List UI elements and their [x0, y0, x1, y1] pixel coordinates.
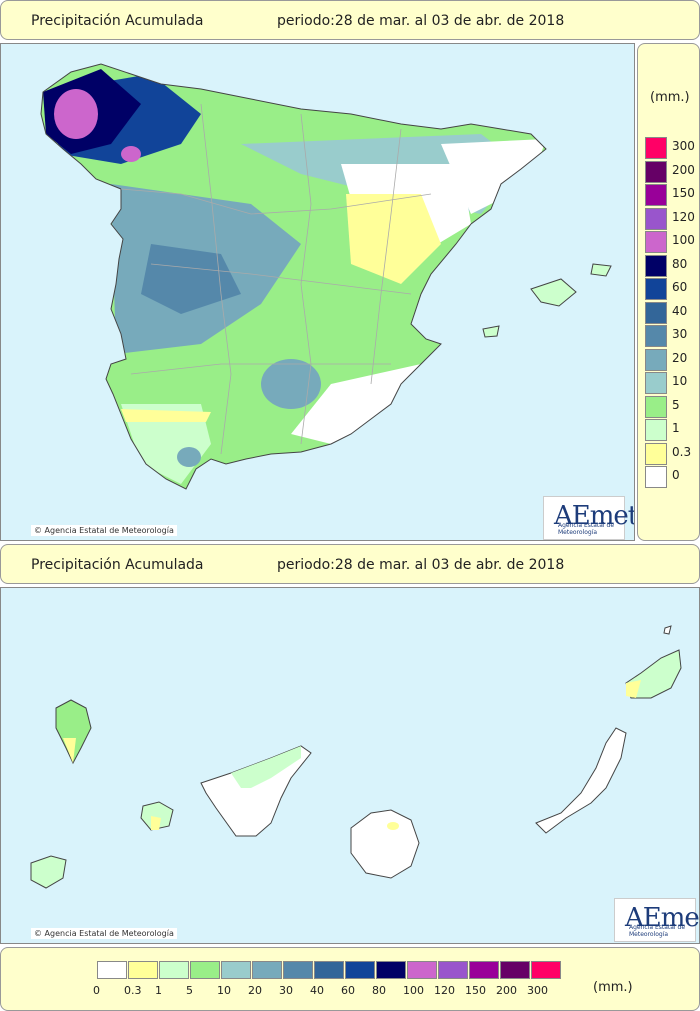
legend-swatch-20 — [645, 348, 667, 371]
legend-label-5: 5 — [672, 397, 680, 412]
bottom-map-credit-text: Agencia Estatal de Meteorología — [44, 929, 174, 938]
legend-swatch-0.3 — [645, 442, 667, 465]
hlegend-label-150: 150 — [465, 984, 486, 997]
legend-swatch-300 — [645, 137, 667, 159]
hlegend-label-30: 30 — [279, 984, 293, 997]
hlegend-swatch-300 — [531, 961, 561, 979]
legend-label-0.3: 0.3 — [672, 444, 692, 459]
hlegend-label-60: 60 — [341, 984, 355, 997]
hlegend-swatch-150 — [469, 961, 499, 979]
hlegend-label-40: 40 — [310, 984, 324, 997]
logo-word: AEmet — [554, 501, 635, 531]
legend-swatch-5 — [645, 395, 667, 418]
legend-swatch-100 — [645, 231, 667, 253]
hlegend-swatch-5 — [190, 961, 220, 979]
legend-label-30: 30 — [672, 327, 688, 341]
logo-subtitle-bottom: Agencia Estatal de Meteorología — [629, 924, 686, 938]
top-header-title: Precipitación Acumulada — [31, 13, 204, 29]
legend-label-100: 100 — [672, 233, 695, 247]
peninsula-map: © Agencia Estatal de Meteorología AEmet … — [0, 43, 635, 541]
vertical-legend-unit: (mm.) — [650, 90, 690, 105]
legend-label-60: 60 — [672, 280, 688, 294]
hlegend-label-20: 20 — [248, 984, 262, 997]
legend-label-40: 40 — [672, 303, 688, 318]
legend-swatch-200 — [645, 160, 667, 183]
hlegend-swatch-200 — [500, 961, 530, 979]
top-map-credit: © Agencia Estatal de Meteorología — [31, 525, 177, 536]
bottom-header-period: periodo:28 de mar. al 03 de abr. de 2018 — [277, 557, 565, 573]
legend-label-300: 300 — [672, 139, 695, 153]
hlegend-swatch-100 — [407, 961, 437, 979]
top-header: Precipitación Acumulada periodo:28 de ma… — [0, 0, 700, 40]
legend-swatch-40 — [645, 301, 667, 324]
hlegend-swatch-30 — [283, 961, 313, 979]
hlegend-label-80: 80 — [372, 984, 386, 997]
aemet-logo-bottom: AEmet Agencia Estatal de Meteorología — [614, 898, 699, 942]
hlegend-swatch-40 — [314, 961, 344, 979]
legend-label-0: 0 — [672, 468, 680, 482]
hlegend-label-200: 200 — [496, 984, 517, 997]
horizontal-legend: 0 0.3 1 5 10 20 30 40 60 80 100 120 150 200 300 (mm.) — [0, 947, 700, 1011]
bottom-header: Precipitación Acumulada periodo:28 de ma… — [0, 544, 700, 584]
hlegend-swatch-60 — [345, 961, 375, 979]
legend-swatch-30 — [645, 325, 667, 347]
hlegend-label-0: 0 — [93, 984, 100, 997]
canary-islands-graphic — [30, 625, 682, 889]
hlegend-label-100: 100 — [403, 984, 424, 997]
legend-label-200: 200 — [672, 162, 695, 177]
logo-word-bottom: AEmet — [625, 903, 700, 933]
legend-swatch-80 — [645, 254, 667, 277]
hlegend-swatch-0 — [97, 961, 127, 979]
legend-label-80: 80 — [672, 256, 688, 271]
horizontal-legend-unit: (mm.) — [593, 980, 633, 995]
hlegend-label-0.3: 0.3 — [124, 984, 142, 997]
top-map-credit-text: Agencia Estatal de Meteorología — [44, 526, 174, 535]
hlegend-label-5: 5 — [186, 984, 193, 997]
logo-subtitle: Agencia Estatal de Meteorología — [558, 522, 615, 536]
canary-islands-map: © Agencia Estatal de Meteorología AEmet … — [0, 587, 700, 944]
legend-label-150: 150 — [672, 186, 695, 200]
legend-swatch-60 — [645, 278, 667, 300]
hlegend-swatch-120 — [438, 961, 468, 979]
hlegend-swatch-80 — [376, 961, 406, 979]
hlegend-swatch-1 — [159, 961, 189, 979]
hlegend-swatch-10 — [221, 961, 251, 979]
bottom-header-title: Precipitación Acumulada — [31, 557, 204, 573]
hlegend-label-120: 120 — [434, 984, 455, 997]
aemet-logo-top: AEmet Agencia Estatal de Meteorología — [543, 496, 634, 540]
legend-swatch-120 — [645, 207, 667, 230]
top-header-period: periodo:28 de mar. al 03 de abr. de 2018 — [277, 13, 565, 29]
legend-swatch-0 — [645, 466, 667, 488]
bottom-map-credit: © Agencia Estatal de Meteorología — [31, 928, 177, 939]
hlegend-label-1: 1 — [155, 984, 162, 997]
hlegend-swatch-0.3 — [128, 961, 158, 979]
vertical-legend: (mm.) 0 0.3 1 5 10 20 30 40 60 80 100 120 150 200 300 — [637, 43, 700, 541]
legend-swatch-10 — [645, 372, 667, 394]
hlegend-swatch-20 — [252, 961, 282, 979]
legend-label-10: 10 — [672, 374, 688, 388]
legend-label-1: 1 — [672, 421, 680, 435]
legend-swatch-150 — [645, 184, 667, 206]
legend-swatch-1 — [645, 419, 667, 441]
legend-label-20: 20 — [672, 350, 688, 365]
peninsula-map-graphic — [40, 63, 612, 490]
hlegend-label-10: 10 — [217, 984, 231, 997]
legend-label-120: 120 — [672, 209, 695, 224]
hlegend-label-300: 300 — [527, 984, 548, 997]
